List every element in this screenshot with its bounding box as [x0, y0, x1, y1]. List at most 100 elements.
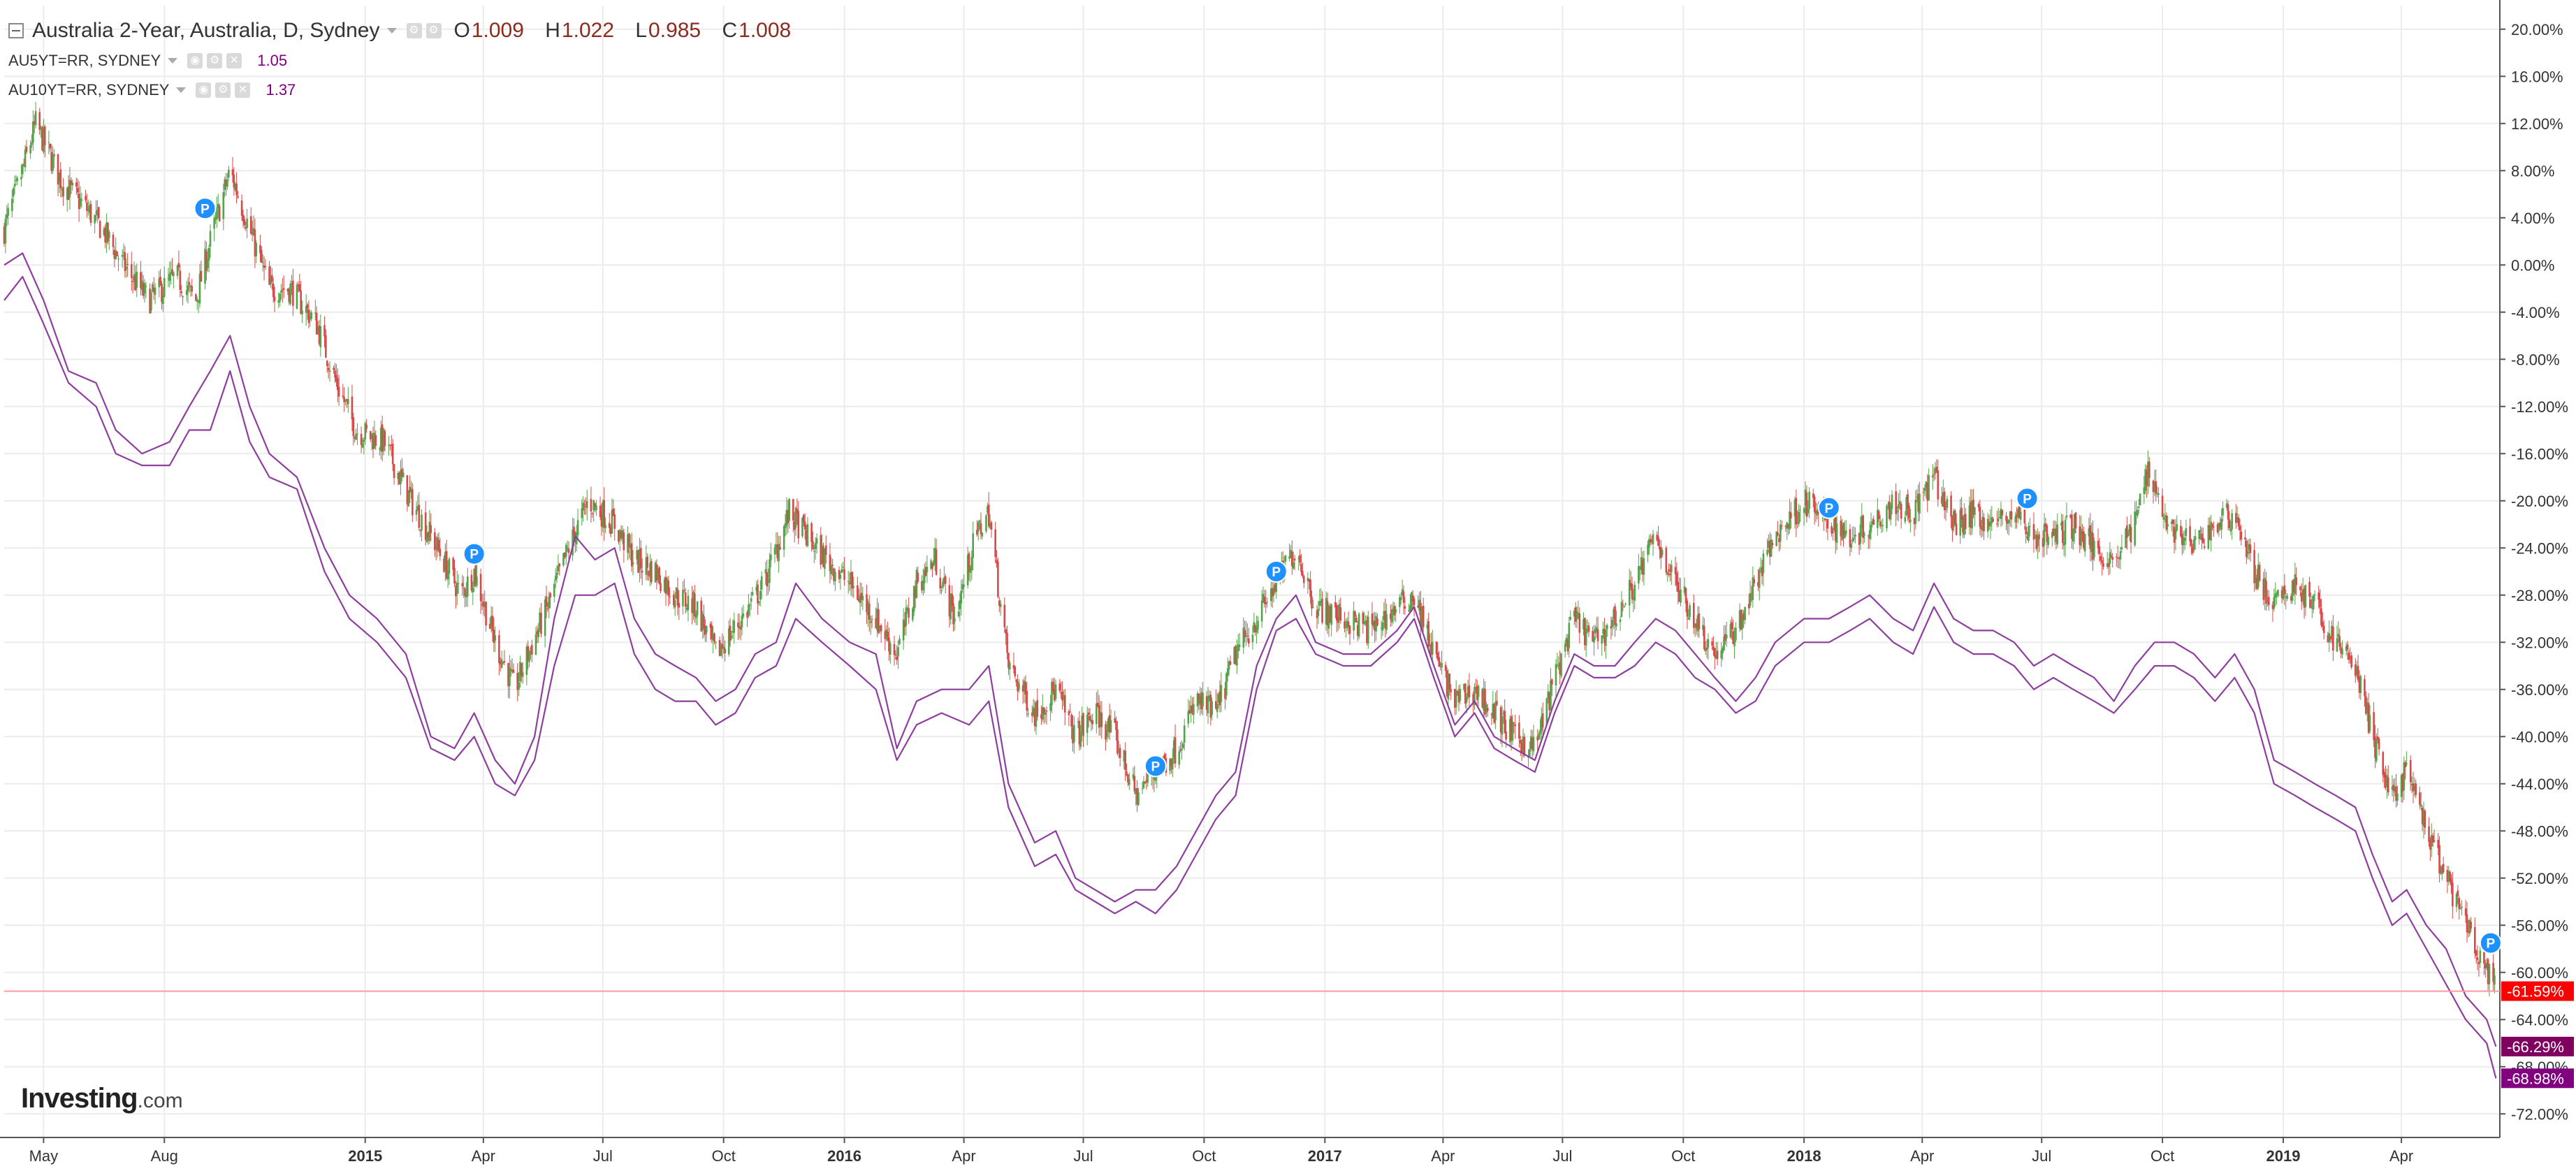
- candle-body: [997, 561, 999, 597]
- gear-icon[interactable]: ⚙: [215, 82, 231, 98]
- event-pin[interactable]: P: [463, 542, 486, 565]
- candle-body: [1375, 616, 1377, 632]
- event-pin[interactable]: P: [1265, 560, 1288, 583]
- eye-icon[interactable]: ◉: [187, 53, 203, 68]
- pin-icon[interactable]: [2479, 931, 2502, 954]
- eye-icon[interactable]: ◉: [196, 82, 212, 98]
- event-pin[interactable]: P: [194, 197, 217, 220]
- candle-body: [2182, 537, 2185, 546]
- candle-body: [2282, 586, 2285, 599]
- candle-body: [1448, 674, 1451, 690]
- candle-body: [682, 590, 684, 606]
- pin-icon[interactable]: [463, 542, 486, 565]
- candle-body: [493, 630, 495, 643]
- gear-icon[interactable]: ⚙: [207, 53, 223, 68]
- chevron-down-icon[interactable]: [176, 87, 187, 93]
- candle-body: [428, 521, 431, 541]
- candle-body: [448, 558, 451, 574]
- candle-body: [521, 672, 524, 677]
- candle-body: [1632, 597, 1635, 600]
- candle-body: [649, 562, 651, 577]
- candle-body: [2359, 676, 2362, 694]
- candle-body: [2009, 511, 2011, 520]
- candle-body: [757, 584, 759, 604]
- candle-body: [1178, 751, 1181, 765]
- pin-icon[interactable]: [1265, 560, 1288, 583]
- candle-body: [1981, 516, 1984, 531]
- candle-body: [1116, 729, 1119, 754]
- candle-body: [328, 370, 331, 372]
- candle-body: [1578, 613, 1581, 633]
- pin-icon[interactable]: [1817, 496, 1840, 519]
- event-pin[interactable]: P: [2016, 487, 2039, 510]
- candle-body: [2229, 528, 2232, 532]
- pin-icon[interactable]: [1144, 755, 1167, 778]
- candle-body: [1513, 722, 1515, 724]
- candle-body: [701, 613, 704, 630]
- candle-body: [933, 560, 935, 566]
- candle-body: [2185, 528, 2188, 536]
- candle-body: [2000, 509, 2002, 519]
- candle-body: [1674, 567, 1677, 574]
- candle-body: [412, 489, 414, 516]
- candle-body: [691, 598, 693, 613]
- candle-body: [162, 295, 164, 305]
- chevron-down-icon[interactable]: [168, 58, 178, 64]
- candle-body: [2291, 581, 2294, 602]
- candle-body: [674, 599, 676, 608]
- chevron-down-icon[interactable]: [386, 28, 397, 34]
- candle-body: [2128, 524, 2131, 534]
- candle-body: [1236, 650, 1238, 666]
- candle-body: [898, 639, 901, 644]
- candle-body: [831, 565, 834, 567]
- pin-label: P: [1272, 565, 1281, 580]
- candle-body: [2477, 962, 2480, 964]
- gear-icon[interactable]: ⚙: [425, 23, 442, 38]
- candle-body: [2428, 826, 2430, 842]
- candle-body: [286, 289, 289, 291]
- candle-body: [2088, 528, 2090, 537]
- candle-body: [1299, 555, 1301, 563]
- candle-body: [519, 662, 521, 681]
- candle-body: [136, 272, 138, 289]
- candle-body: [2429, 840, 2431, 850]
- collapse-legend-button[interactable]: [8, 23, 24, 38]
- event-pin[interactable]: P: [1144, 755, 1167, 778]
- close-icon[interactable]: ✕: [226, 53, 242, 68]
- pin-icon[interactable]: [2016, 487, 2039, 510]
- candle-body: [1385, 613, 1388, 630]
- candle-body: [2034, 537, 2037, 539]
- candle-body: [1913, 518, 1916, 525]
- candle-body: [316, 326, 319, 333]
- candle-body: [759, 590, 762, 600]
- candle-body: [888, 637, 890, 652]
- event-pin[interactable]: P: [2479, 931, 2502, 954]
- candle-body: [1198, 694, 1200, 703]
- candle-body: [335, 374, 337, 381]
- candle-body: [1420, 602, 1422, 627]
- settings-icon[interactable]: ⚙: [406, 23, 422, 38]
- candle-body: [2227, 504, 2229, 520]
- pin-icon[interactable]: [194, 197, 217, 220]
- candle-body: [2249, 544, 2252, 553]
- candle-body: [1027, 713, 1029, 715]
- candle-body: [1182, 743, 1184, 748]
- candle-body: [443, 558, 445, 572]
- candle-body: [2162, 516, 2165, 520]
- close-icon[interactable]: ✕: [235, 82, 251, 98]
- candle-body: [1218, 691, 1221, 706]
- candle-body: [1205, 696, 1208, 710]
- candle-body: [1078, 720, 1081, 745]
- candle-body: [2038, 534, 2040, 539]
- candle-body: [1768, 540, 1770, 548]
- candle-body: [557, 566, 560, 572]
- candle-body: [1560, 653, 1562, 676]
- candle-body: [1531, 738, 1534, 750]
- candle-body: [1147, 773, 1149, 783]
- event-pin[interactable]: P: [1817, 496, 1840, 519]
- event-pins[interactable]: P P P P P P P: [194, 197, 2502, 954]
- candle-body: [1908, 505, 1910, 519]
- candle-body: [1411, 595, 1414, 602]
- candle-body: [1766, 549, 1768, 555]
